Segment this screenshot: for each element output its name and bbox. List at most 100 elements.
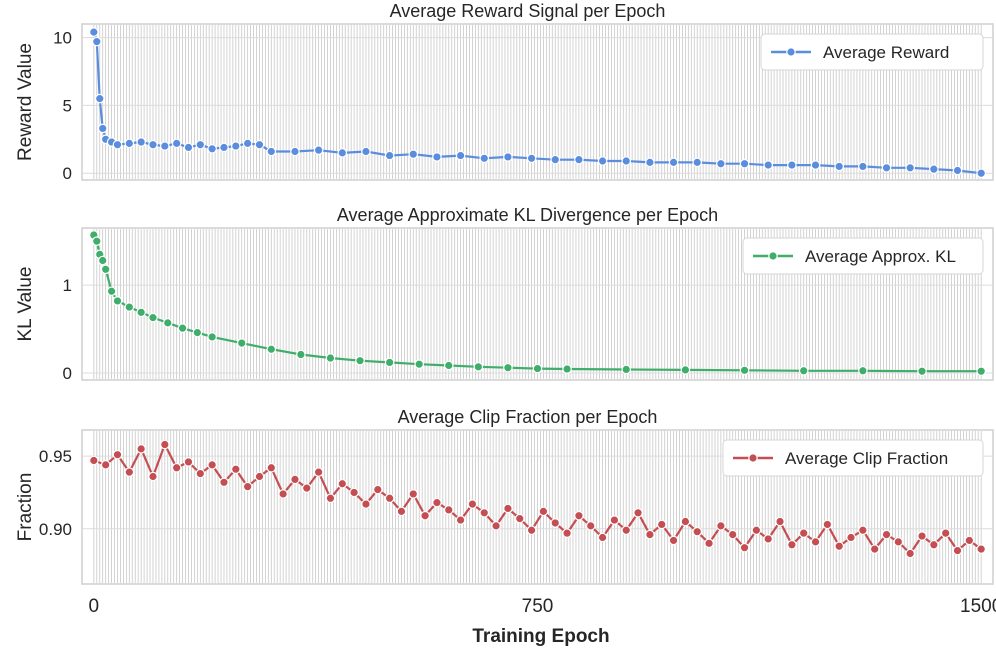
data-point — [207, 144, 217, 154]
data-point — [668, 157, 679, 168]
data-point — [846, 532, 856, 543]
data-point — [124, 138, 135, 149]
x-tick-label: 1500 — [960, 596, 996, 617]
data-point — [633, 508, 643, 518]
data-point — [917, 366, 927, 377]
y-tick-label: 5 — [63, 96, 72, 115]
data-point — [325, 493, 336, 504]
data-point — [787, 160, 797, 170]
data-point — [976, 544, 986, 554]
data-point — [91, 36, 102, 47]
data-point — [112, 296, 123, 306]
data-point — [207, 332, 217, 342]
data-point — [313, 467, 324, 477]
data-point — [384, 493, 395, 504]
data-point — [207, 460, 217, 470]
data-point — [609, 515, 620, 525]
data-point — [325, 353, 336, 363]
data-point — [621, 525, 632, 536]
data-point — [266, 344, 277, 355]
data-point — [177, 323, 188, 333]
data-point — [893, 537, 904, 547]
data-point — [94, 93, 105, 104]
y-tick-label: 0.90 — [39, 520, 72, 539]
data-point — [479, 153, 490, 164]
data-point — [106, 286, 117, 297]
legend-label-1: Average Reward — [823, 43, 949, 62]
data-point — [171, 138, 182, 149]
data-point — [810, 160, 821, 170]
data-point — [739, 158, 750, 169]
data-point — [869, 544, 880, 554]
data-point — [976, 168, 986, 179]
data-point — [905, 162, 915, 173]
panel-title-3: Average Clip Fraction per Epoch — [398, 407, 658, 427]
data-point — [881, 529, 892, 540]
data-point — [473, 362, 484, 372]
x-axis-label: Training Epoch — [472, 626, 609, 647]
data-point — [810, 537, 821, 547]
data-point — [503, 503, 513, 514]
legend-box-3 — [722, 439, 984, 477]
data-point — [278, 489, 288, 499]
y-tick-label: 0 — [63, 164, 72, 183]
data-point — [704, 538, 714, 549]
data-point — [443, 360, 454, 371]
data-point — [100, 264, 111, 275]
y-axis-label-1: Reward Value — [15, 43, 36, 161]
data-point — [361, 499, 371, 509]
data-point — [467, 499, 478, 509]
data-point — [798, 365, 809, 376]
data-point — [290, 146, 300, 157]
data-point — [89, 27, 99, 37]
legend-label-3: Average Clip Fraction — [785, 449, 948, 468]
data-point — [290, 474, 300, 485]
data-point — [645, 529, 655, 540]
data-point — [420, 510, 430, 521]
data-point — [727, 529, 738, 540]
y-axis-label-3: Fraction — [15, 473, 36, 542]
data-point — [858, 525, 868, 536]
data-point — [89, 455, 99, 466]
data-point — [574, 510, 584, 521]
data-point — [858, 365, 868, 376]
data-point — [408, 489, 419, 499]
data-point — [597, 156, 608, 166]
data-point — [384, 150, 395, 161]
data-point — [124, 302, 135, 312]
data-point — [337, 478, 348, 489]
data-point — [526, 525, 537, 536]
data-point — [532, 363, 543, 374]
data-point — [656, 519, 667, 530]
data-point — [148, 139, 158, 150]
data-point — [881, 162, 892, 173]
data-point — [822, 519, 833, 530]
x-tick-label: 0 — [89, 596, 100, 617]
data-point — [124, 467, 135, 477]
data-point — [834, 161, 844, 172]
data-point — [136, 137, 146, 147]
data-point — [503, 362, 513, 373]
data-point — [739, 365, 750, 376]
data-point — [692, 526, 703, 537]
data-point — [905, 548, 915, 559]
data-point — [254, 139, 265, 150]
data-point — [231, 141, 241, 151]
data-point — [355, 355, 365, 366]
data-point — [526, 153, 537, 164]
data-point — [952, 545, 963, 556]
data-point — [296, 349, 306, 360]
data-point — [917, 531, 927, 541]
x-tick-label: 750 — [522, 596, 554, 617]
data-point — [171, 462, 182, 473]
data-point — [192, 327, 203, 338]
data-point — [716, 158, 726, 169]
data-point — [763, 534, 774, 544]
data-point — [597, 532, 608, 543]
y-tick-label: 1 — [63, 276, 72, 295]
data-point — [219, 142, 229, 153]
series-line-3 — [93, 443, 982, 555]
legend-marker — [768, 251, 778, 261]
data-point — [219, 477, 229, 488]
data-point — [236, 338, 247, 348]
